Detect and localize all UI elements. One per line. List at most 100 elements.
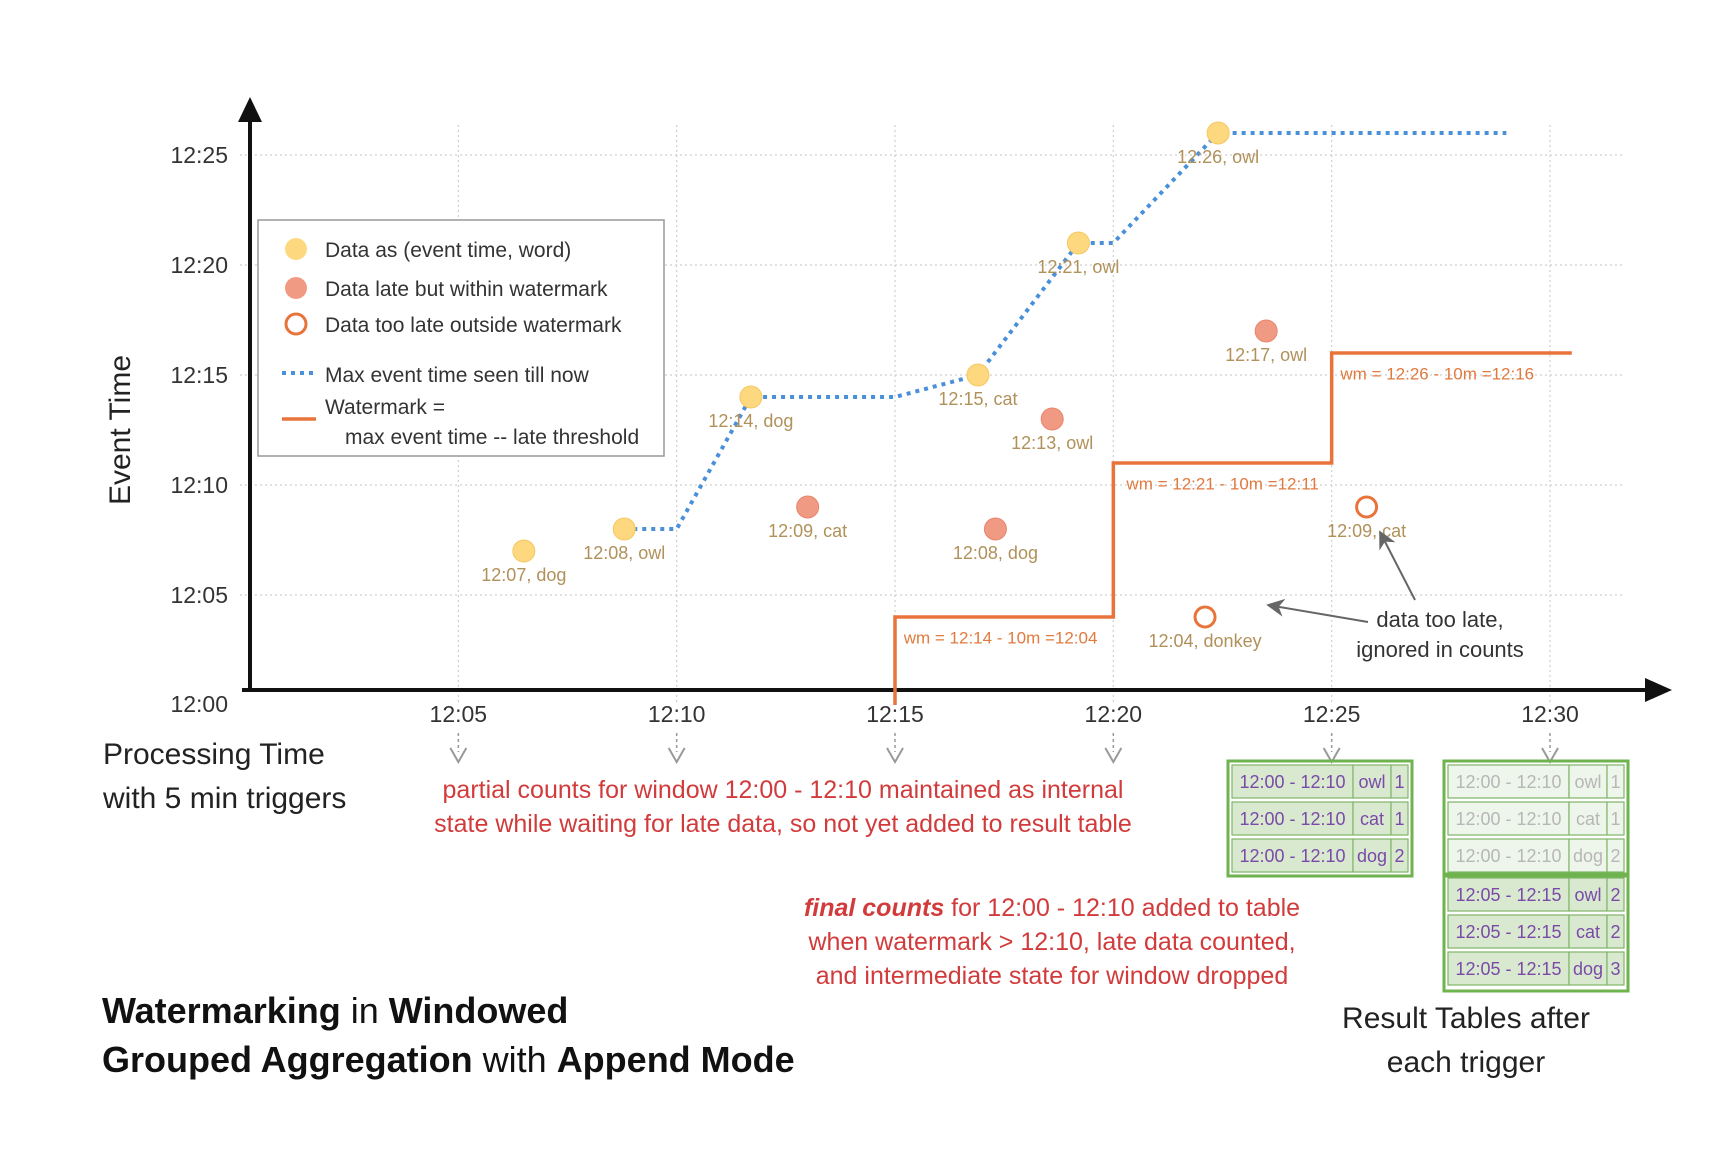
late-point xyxy=(983,517,1007,541)
title-part: Windowed xyxy=(389,990,569,1031)
final-counts-annotation: when watermark > 12:10, late data counte… xyxy=(807,928,1295,956)
title-line: Grouped Aggregation with Append Mode xyxy=(102,1039,795,1080)
result-tables: 12:00 - 12:10 owl 1 12:00 - 12:10 cat 1 12:00 … xyxy=(1226,759,1630,1079)
partial-counts-annotation: state while waiting for late data, so no… xyxy=(434,810,1132,838)
result-table-cell-text: 2 xyxy=(1394,846,1404,866)
tick-labels: 12:00 12:05 12:10 12:15 12:20 12:25 12:05 12:10… xyxy=(102,142,1579,815)
result-table-border xyxy=(1226,759,1414,878)
legend-entry-label: Data late but within watermark xyxy=(325,278,608,301)
data-points: 12:07, dog 12:08, owl 12:14, dog 12:09, cat… xyxy=(481,121,1406,651)
x-tick-label: 12:15 xyxy=(866,701,924,727)
y-tick-label: 12:00 xyxy=(170,691,228,717)
result-tables-caption: Result Tables after xyxy=(1342,1002,1590,1035)
result-table-cell xyxy=(1352,801,1392,836)
result-table-cell xyxy=(1390,838,1409,873)
result-table-cell xyxy=(1568,914,1608,949)
ontime-point xyxy=(612,517,636,541)
legend-entry-label2: max event time -- late threshold xyxy=(345,426,639,449)
final-counts-emphasis: final counts xyxy=(804,894,944,922)
annotations: data too late, ignored in counts partial c… xyxy=(434,530,1524,990)
ontime-point xyxy=(1066,231,1090,255)
x-axis-title-line2: with 5 min triggers xyxy=(102,782,346,815)
result-table-cell xyxy=(1447,764,1570,799)
result-table-cell-text: owl xyxy=(1574,772,1601,792)
trigger-arrow-head xyxy=(886,747,904,765)
final-counts-annotation: and intermediate state for window droppe… xyxy=(816,962,1289,990)
result-table-cell-text: cat xyxy=(1576,809,1600,829)
y-axis-arrow xyxy=(238,97,262,122)
trigger-arrow-head xyxy=(1104,747,1123,765)
x-axis-title-line1: Processing Time xyxy=(103,738,325,771)
result-table-cell-text: 3 xyxy=(1610,959,1620,979)
point-label: 12:17, owl xyxy=(1225,345,1307,365)
legend-ontime-marker xyxy=(285,238,307,260)
result-table-cell xyxy=(1447,801,1570,836)
result-table-cell-text: 1 xyxy=(1610,772,1620,792)
max-event-time-line xyxy=(624,131,1507,531)
result-table-cell-text: 1 xyxy=(1394,809,1404,829)
too-late-arrow xyxy=(1379,530,1416,601)
watermark-label: wm = 12:21 - 10m =12:11 xyxy=(1125,474,1318,493)
result-table-cell xyxy=(1568,838,1608,873)
title-part: Watermarking xyxy=(102,990,341,1031)
point-label: 12:09, cat xyxy=(1327,521,1406,541)
y-axis-title: Event Time xyxy=(104,355,137,505)
title-part: in xyxy=(341,990,389,1031)
result-table-cell xyxy=(1390,801,1409,836)
watermark-line xyxy=(893,351,1572,705)
result-table-cell-text: 12:00 - 12:10 xyxy=(1239,846,1345,866)
too-late-point xyxy=(1355,495,1379,519)
late-point xyxy=(1254,319,1278,343)
chart-title: Watermarking in Windowed Grouped Aggregat… xyxy=(102,990,795,1080)
too-late-annotation: ignored in counts xyxy=(1356,637,1524,662)
result-table-cell-text: dog xyxy=(1573,846,1603,866)
point-label: 12:26, owl xyxy=(1177,147,1259,167)
legend-too-late-marker xyxy=(284,312,308,336)
result-table-cell xyxy=(1568,764,1608,799)
result-table-cell xyxy=(1447,877,1570,912)
result-table-cell-text: 12:00 - 12:10 xyxy=(1455,846,1561,866)
title-part: with xyxy=(473,1039,557,1080)
y-tick-label: 12:25 xyxy=(170,142,228,168)
result-table-border xyxy=(1442,759,1630,878)
result-table-cell xyxy=(1568,951,1608,986)
result-table-border xyxy=(1442,872,1630,993)
result-table-cell xyxy=(1231,801,1354,836)
legend-entry-label: Watermark = xyxy=(325,396,445,419)
too-late-annotation: data too late, xyxy=(1376,607,1503,632)
result-table-cell-text: 12:00 - 12:10 xyxy=(1455,772,1561,792)
legend: Data as (event time, word) Data late but … xyxy=(257,219,665,457)
result-table-cell-text: cat xyxy=(1360,809,1384,829)
legend-box xyxy=(257,219,665,457)
result-table-cell xyxy=(1390,764,1409,799)
point-label: 12:15, cat xyxy=(938,389,1017,409)
partial-counts-annotation: partial counts for window 12:00 - 12:10 … xyxy=(443,776,1124,804)
legend-entry-label: Max event time seen till now xyxy=(325,364,590,387)
result-table-cell xyxy=(1568,877,1608,912)
legend-entry-label: Data as (event time, word) xyxy=(325,239,571,262)
trigger-arrow-head xyxy=(667,747,686,765)
result-table-cell-text: 12:05 - 12:15 xyxy=(1455,959,1561,979)
result-table-cell-text: 2 xyxy=(1610,922,1620,942)
y-tick-label: 12:10 xyxy=(170,472,228,498)
point-label: 12:09, cat xyxy=(768,521,847,541)
result-table-cell xyxy=(1606,838,1625,873)
result-tables-caption: each trigger xyxy=(1387,1046,1545,1079)
ontime-point xyxy=(1206,121,1230,145)
axes xyxy=(238,97,1672,702)
result-table-cell-text: dog xyxy=(1573,959,1603,979)
title-part: Append Mode xyxy=(557,1039,795,1080)
result-table-cell xyxy=(1606,764,1625,799)
final-counts-annotation: final counts for 12:00 - 12:10 added to … xyxy=(804,894,1300,922)
result-table-cell-text: 1 xyxy=(1394,772,1404,792)
too-late-point xyxy=(1193,605,1217,629)
point-label: 12:04, donkey xyxy=(1148,631,1261,651)
too-late-arrow xyxy=(1266,598,1369,623)
result-table-cell-text: 12:00 - 12:10 xyxy=(1239,772,1345,792)
result-table-cell-text: 2 xyxy=(1610,846,1620,866)
point-label: 12:14, dog xyxy=(708,411,793,431)
y-tick-label: 12:15 xyxy=(170,362,228,388)
result-table-cell xyxy=(1606,877,1625,912)
result-table-cell-text: 12:00 - 12:10 xyxy=(1455,809,1561,829)
